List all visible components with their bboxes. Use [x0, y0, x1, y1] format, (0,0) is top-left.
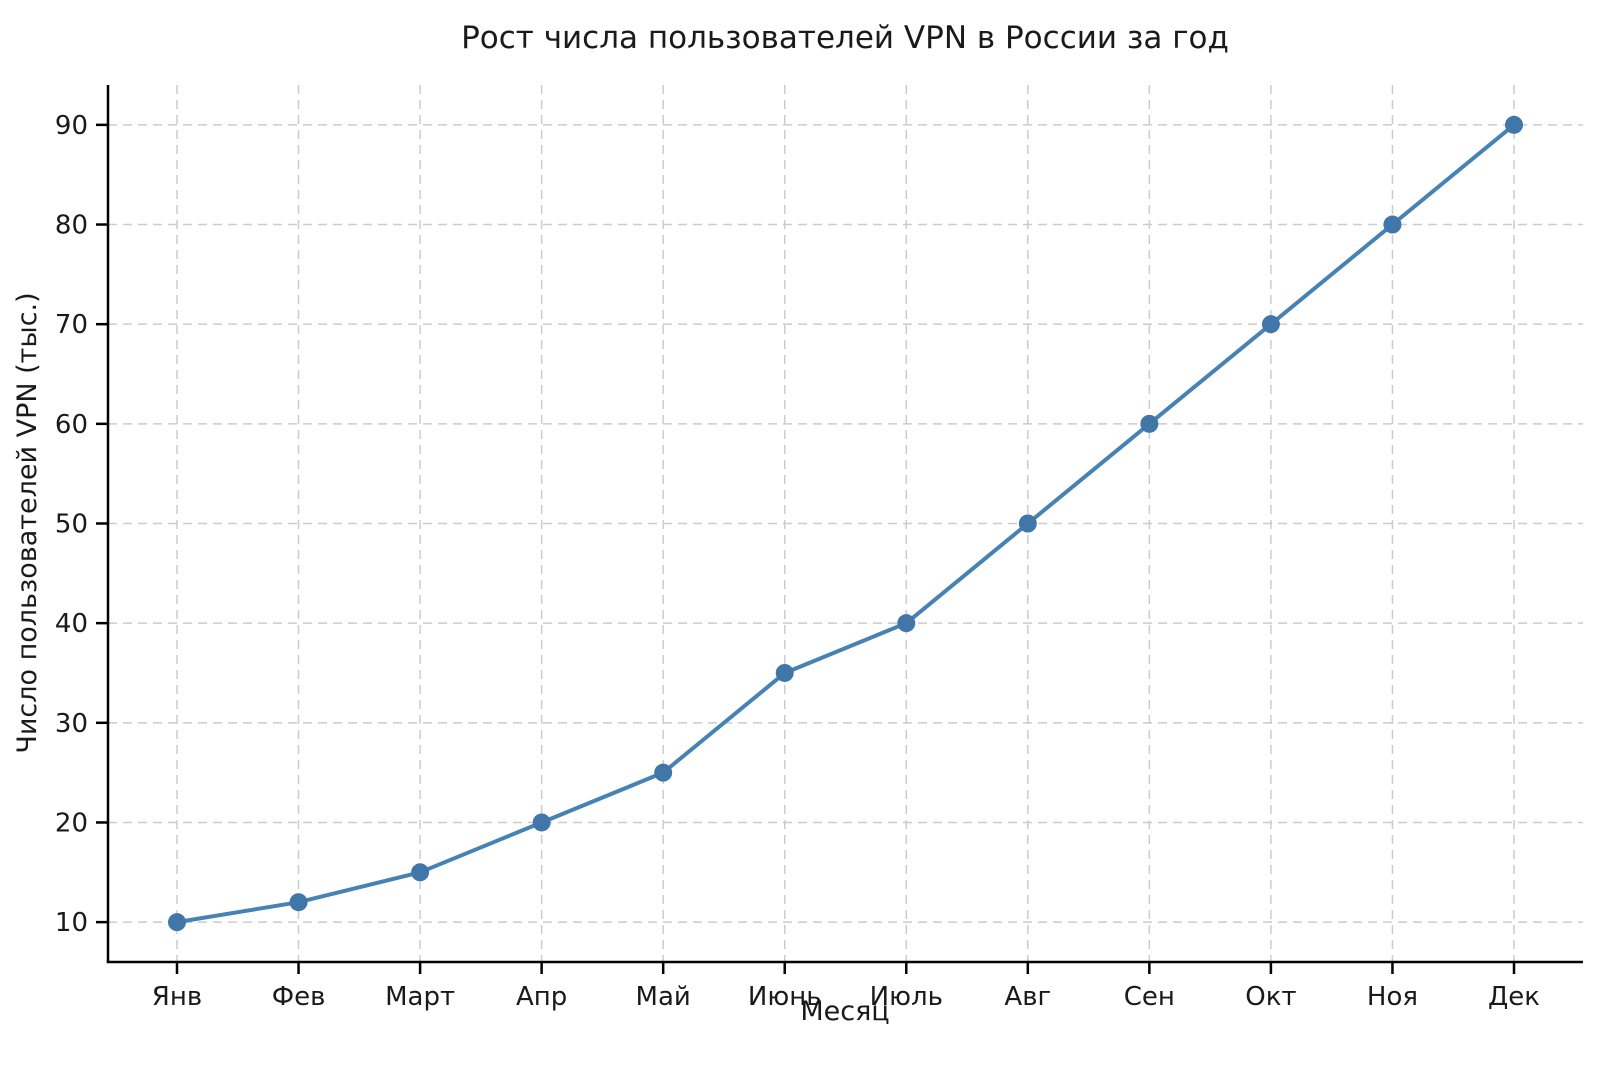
data-point-marker: [1383, 215, 1402, 234]
data-point-marker: [654, 763, 673, 782]
y-tick-label: 20: [55, 808, 88, 838]
data-series-line: [168, 115, 1523, 932]
data-point-marker: [1505, 115, 1523, 134]
x-tick-label: Окт: [1245, 982, 1296, 1012]
y-tick-label: 50: [55, 510, 88, 540]
x-tick-label: Дек: [1488, 982, 1540, 1012]
series-line: [175, 122, 1516, 925]
y-tick-label: 10: [55, 908, 88, 938]
data-point-marker: [1140, 414, 1159, 433]
tick-labels: 10 20 30 40 50 60 70 80 90 Янв Фев Март Апр Май Июнь Ию…: [55, 111, 1540, 1012]
x-tick-label: Сен: [1124, 982, 1175, 1012]
y-tick-label: 90: [55, 111, 88, 141]
chart-title: Рост числа пользователей VPN в России за…: [461, 20, 1229, 56]
x-tick-label: Март: [385, 982, 455, 1012]
y-tick-label: 40: [55, 609, 88, 639]
y-tick-label: 80: [55, 211, 88, 241]
y-tick-label: 60: [55, 410, 88, 440]
x-tick-label: Июль: [870, 982, 943, 1012]
x-axis-label: Месяц: [800, 996, 889, 1027]
data-point-marker: [1018, 514, 1037, 533]
data-point-marker: [289, 893, 308, 912]
gridlines: [108, 85, 1583, 962]
x-tick-label: Авг: [1004, 982, 1051, 1012]
x-tick-label: Янв: [152, 982, 202, 1012]
y-axis-label: Число пользователей VPN (тыс.): [12, 292, 43, 753]
data-point-marker: [775, 663, 794, 682]
data-point-marker: [532, 813, 551, 832]
data-point-marker: [168, 913, 186, 932]
x-tick-label: Ноя: [1367, 982, 1418, 1012]
data-point-marker: [1261, 315, 1280, 334]
x-tick-label: Фев: [272, 982, 326, 1012]
y-tick-label: 30: [55, 709, 88, 739]
axes: [96, 85, 1583, 974]
data-point-marker: [411, 863, 430, 882]
x-tick-label: Май: [636, 982, 691, 1012]
y-tick-label: 70: [55, 310, 88, 340]
x-tick-label: Апр: [516, 982, 567, 1012]
data-point-marker: [897, 614, 916, 633]
x-tick-label: Июнь: [748, 982, 822, 1012]
